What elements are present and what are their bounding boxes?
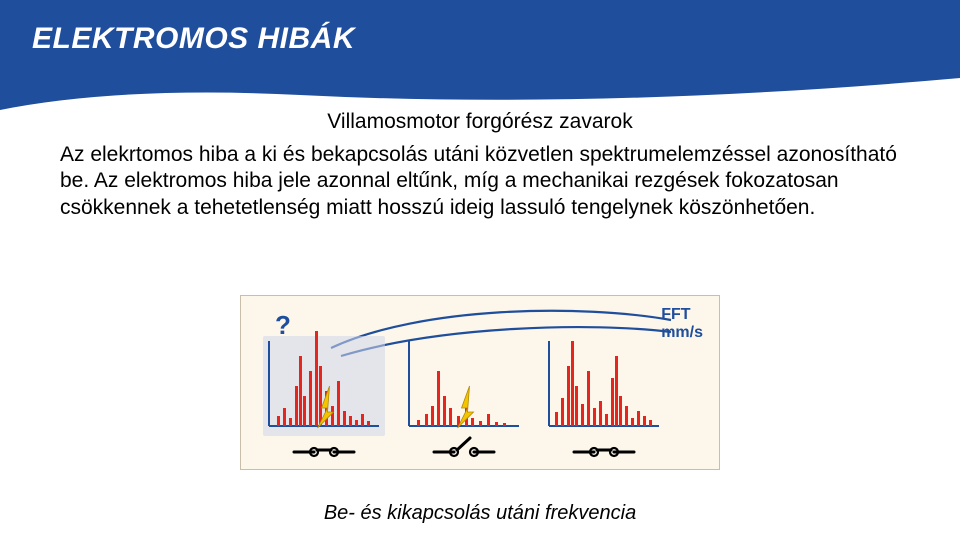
body-paragraph: Az elekrtomos hiba a ki és bekapcsolás u… — [60, 142, 900, 221]
question-mark: ? — [275, 310, 291, 341]
figure-caption: Be- és kikapcsolás utáni frekvencia — [0, 502, 960, 525]
fft-label-line1: FFT — [661, 306, 690, 323]
spectrum-figure: ? FFT mm/s — [240, 295, 720, 470]
header-curve — [0, 70, 960, 110]
spectrum-svg — [241, 296, 721, 471]
fft-label-line2: mm/s — [661, 324, 703, 341]
fft-label: FFT mm/s — [661, 306, 703, 341]
subtitle: Villamosmotor forgórész zavarok — [0, 110, 960, 134]
page-title: ELEKTROMOS HIBÁK — [32, 22, 355, 56]
